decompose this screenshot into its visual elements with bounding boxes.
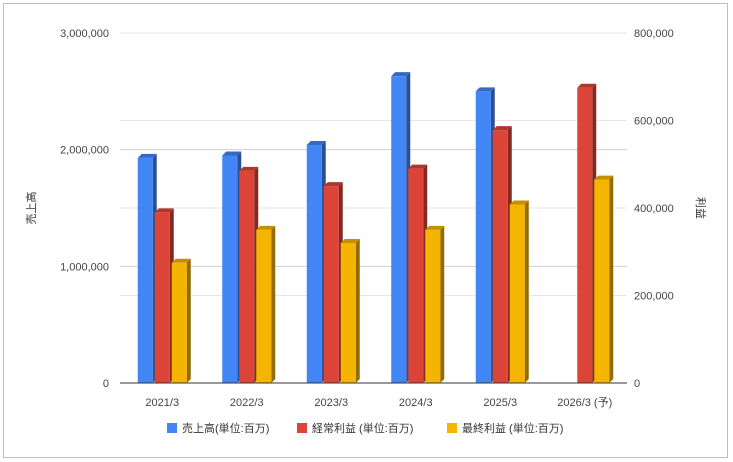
legend-item: 最終利益 (単位:百万): [447, 421, 563, 435]
gridlines: [120, 32, 627, 296]
legend-swatch: [167, 423, 177, 433]
bar-front: [577, 87, 593, 383]
x-tick-label: 2024/3: [399, 397, 433, 409]
bar: [256, 225, 276, 383]
legend: 売上高(単位:百万) 経常利益 (単位:百万) 最終利益 (単位:百万): [167, 421, 563, 435]
bar-front: [306, 145, 322, 383]
x-tick-label: 2026/3 (予): [557, 396, 612, 409]
legend-swatch: [297, 423, 307, 433]
bar-side: [271, 225, 276, 383]
bar-top: [594, 175, 614, 180]
bar: [239, 166, 259, 383]
bar: [340, 239, 360, 383]
bar-top: [306, 141, 326, 145]
y-right-tick-label: 400,000: [634, 203, 674, 215]
bar: [492, 126, 512, 383]
y-right-tick-label: 200,000: [634, 291, 674, 303]
y-right-tick-label: 0: [634, 378, 640, 390]
bar-front: [171, 262, 187, 383]
bar: [222, 151, 242, 383]
x-tick-label: 2023/3: [314, 397, 348, 409]
legend-item: 経常利益 (単位:百万): [297, 421, 413, 435]
bar-top: [323, 182, 343, 187]
bar-front: [222, 155, 238, 383]
x-tick-label: 2022/3: [230, 397, 264, 409]
y-axis-left-title: 売上高: [24, 192, 38, 225]
bar-top: [509, 200, 529, 205]
y-right-tick-label: 600,000: [634, 116, 674, 128]
bar: [594, 175, 614, 383]
legend-swatch: [447, 423, 457, 433]
bar: [577, 83, 597, 383]
bar: [306, 141, 326, 383]
bar-top: [222, 151, 242, 156]
bar-top: [408, 164, 428, 169]
bar-top: [577, 83, 597, 88]
y-left-tick-label: 2,000,000: [60, 145, 109, 157]
bar-front: [594, 179, 610, 383]
axis-ticks: 0 1,000,000 2,000,000 3,000,000 0 200,000 400,…: [60, 28, 674, 390]
bar-top: [171, 258, 191, 263]
bar-front: [340, 243, 356, 383]
bar-side: [440, 225, 445, 383]
bar-top: [239, 166, 259, 171]
y-axis-right-title: 利益: [694, 197, 708, 219]
bar-front: [391, 76, 407, 384]
bar-side: [524, 200, 529, 383]
bar-top: [137, 153, 157, 158]
x-tick-label: 2025/3: [483, 397, 517, 409]
bar-top: [475, 87, 495, 92]
bar-front: [509, 204, 525, 383]
bar: [408, 164, 428, 383]
x-tick-label: 2021/3: [145, 397, 179, 409]
bars: [137, 72, 614, 384]
bar-top: [256, 225, 276, 230]
category-labels: 2021/3 2022/3 2023/3 2024/3 2025/3 2026/3 (予): [145, 396, 612, 409]
bar-front: [323, 186, 339, 383]
bar-front: [408, 168, 424, 383]
bar-front: [256, 229, 272, 383]
bar-top: [391, 72, 411, 77]
bar: [154, 208, 174, 383]
bar-side: [609, 175, 614, 383]
bar-top: [425, 225, 445, 230]
bar: [425, 225, 445, 383]
bar-top: [340, 239, 360, 243]
legend-label: 売上高(単位:百万): [182, 421, 269, 435]
bar: [391, 72, 411, 384]
bar: [171, 258, 191, 383]
y-left-tick-label: 0: [103, 378, 109, 390]
y-left-tick-label: 3,000,000: [60, 28, 109, 40]
legend-label: 最終利益 (単位:百万): [462, 421, 563, 435]
bar-side: [186, 258, 191, 383]
bar-side: [355, 239, 360, 383]
bar-front: [475, 91, 491, 383]
bar-front: [492, 130, 508, 383]
bar-front: [425, 229, 441, 383]
bar-top: [492, 126, 512, 131]
bar-front: [137, 157, 153, 383]
bar-front: [154, 212, 170, 383]
bar: [475, 87, 495, 383]
bar-front: [239, 170, 255, 383]
bar-top: [154, 208, 174, 213]
bar: [509, 200, 529, 383]
y-right-tick-label: 800,000: [634, 28, 674, 40]
legend-item: 売上高(単位:百万): [167, 421, 269, 435]
bar: [137, 153, 157, 383]
legend-label: 経常利益 (単位:百万): [312, 421, 413, 435]
bar: [323, 182, 343, 383]
y-left-tick-label: 1,000,000: [60, 261, 109, 273]
